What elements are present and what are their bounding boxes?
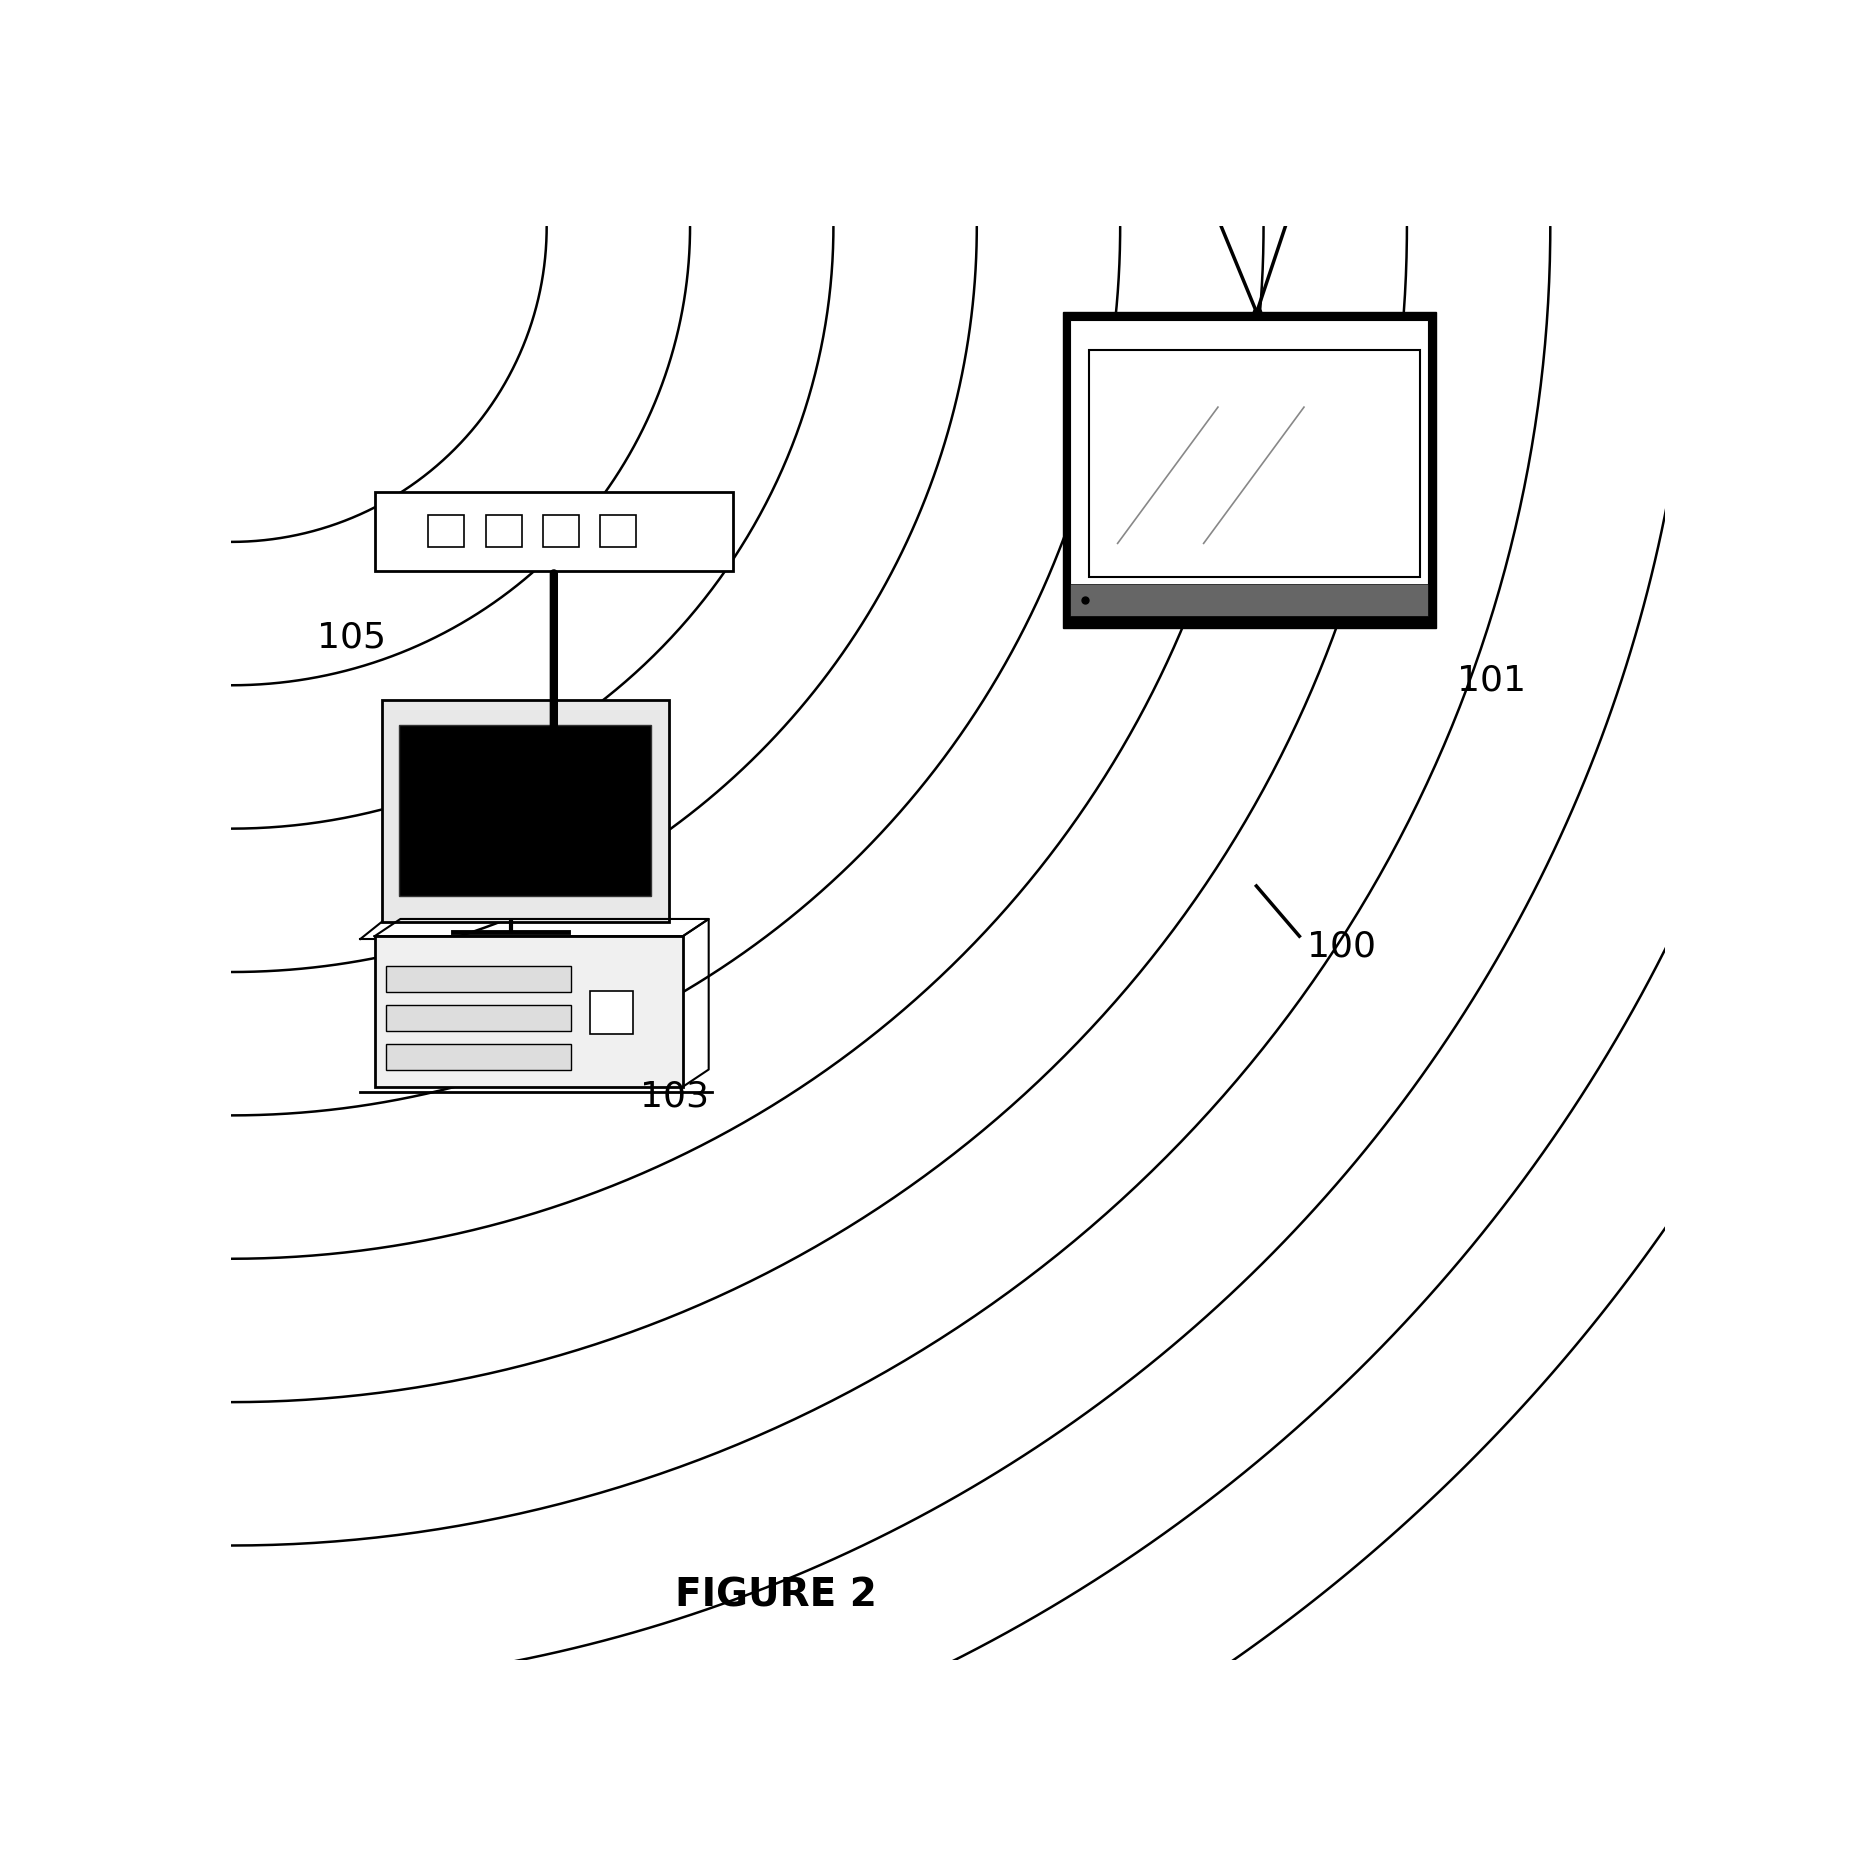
Bar (544, 516, 579, 547)
Bar (1062, 312, 1436, 628)
Text: 101: 101 (1458, 663, 1526, 699)
Text: 105: 105 (318, 620, 387, 656)
Bar (1090, 351, 1421, 577)
Bar (1071, 585, 1428, 616)
Bar (374, 491, 733, 570)
Bar (601, 516, 636, 547)
Bar (1071, 319, 1428, 613)
Text: 100: 100 (1306, 928, 1376, 964)
Bar (429, 516, 464, 547)
Text: 103: 103 (640, 1080, 709, 1113)
Bar (374, 936, 683, 1087)
Bar (400, 725, 651, 897)
Bar (387, 1044, 572, 1070)
Bar (381, 700, 668, 921)
Bar (387, 1005, 572, 1031)
Bar (487, 516, 522, 547)
Bar (387, 966, 572, 992)
Text: FIGURE 2: FIGURE 2 (675, 1577, 877, 1614)
Bar (590, 992, 633, 1035)
